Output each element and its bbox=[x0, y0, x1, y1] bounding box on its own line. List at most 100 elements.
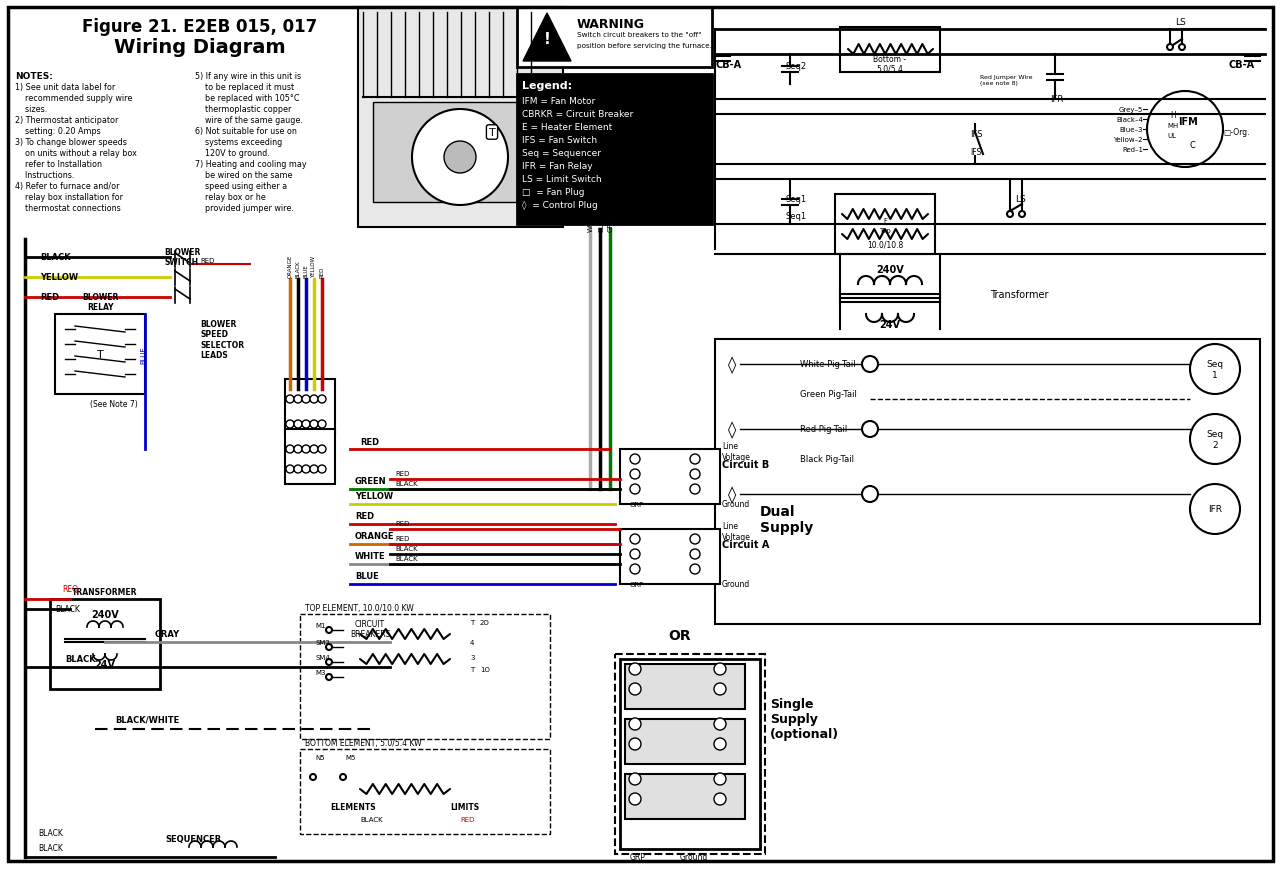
Text: M3: M3 bbox=[315, 669, 325, 675]
Circle shape bbox=[690, 484, 699, 494]
Text: LS = Limit Switch: LS = Limit Switch bbox=[521, 175, 602, 183]
Text: ◊: ◊ bbox=[728, 421, 737, 439]
Text: BLACK: BLACK bbox=[395, 546, 418, 551]
Bar bbox=[518, 8, 712, 68]
Text: BOTTOM ELEMENT, 5.0/5.4 KW: BOTTOM ELEMENT, 5.0/5.4 KW bbox=[305, 738, 421, 747]
Text: ◊  = Control Plug: ◊ = Control Plug bbox=[521, 201, 598, 210]
Text: refer to Installation: refer to Installation bbox=[15, 160, 102, 169]
Circle shape bbox=[714, 718, 726, 730]
Text: CBRKR = Circuit Breaker: CBRKR = Circuit Breaker bbox=[521, 109, 633, 119]
Bar bbox=[284, 380, 336, 434]
Text: recommended supply wire: recommended supply wire bbox=[15, 94, 132, 103]
Text: RED: RED bbox=[355, 512, 374, 521]
Circle shape bbox=[1179, 45, 1185, 51]
Text: IFS = Fan Switch: IFS = Fan Switch bbox=[521, 136, 597, 145]
Text: SM4: SM4 bbox=[315, 654, 329, 660]
Circle shape bbox=[630, 564, 640, 574]
Circle shape bbox=[295, 466, 302, 474]
Text: GREEN: GREEN bbox=[608, 208, 614, 232]
Circle shape bbox=[690, 549, 699, 560]
Circle shape bbox=[325, 644, 332, 650]
Circle shape bbox=[325, 660, 332, 666]
Circle shape bbox=[714, 793, 726, 805]
Circle shape bbox=[714, 683, 726, 695]
Text: Circuit B: Circuit B bbox=[722, 460, 770, 469]
Text: IFS: IFS bbox=[970, 129, 983, 139]
Circle shape bbox=[690, 564, 699, 574]
Text: RED: RED bbox=[319, 266, 324, 278]
Text: Blue–3: Blue–3 bbox=[1120, 127, 1143, 133]
Circle shape bbox=[690, 534, 699, 544]
Text: YELLOW: YELLOW bbox=[355, 492, 393, 501]
Bar bbox=[284, 429, 336, 484]
Text: ORANGE: ORANGE bbox=[355, 531, 395, 541]
Circle shape bbox=[630, 469, 640, 480]
Text: 120V to ground.: 120V to ground. bbox=[195, 149, 270, 158]
Text: 1) See unit data label for: 1) See unit data label for bbox=[15, 83, 115, 92]
Text: setting: 0.20 Amps: setting: 0.20 Amps bbox=[15, 127, 101, 136]
Circle shape bbox=[286, 466, 295, 474]
Text: Green Pig-Tail: Green Pig-Tail bbox=[801, 390, 857, 399]
Circle shape bbox=[310, 774, 316, 780]
Bar bbox=[620, 449, 720, 504]
Text: Figure 21. E2EB 015, 017: Figure 21. E2EB 015, 017 bbox=[82, 18, 318, 36]
Bar bbox=[615, 654, 765, 854]
Text: IFM: IFM bbox=[1179, 116, 1198, 127]
Text: REQ: REQ bbox=[61, 584, 78, 594]
Text: ORANGE: ORANGE bbox=[287, 255, 292, 278]
Text: 1O: 1O bbox=[480, 667, 489, 673]
Bar bbox=[357, 8, 564, 228]
Text: Grey–5: Grey–5 bbox=[1118, 107, 1143, 113]
Text: MH: MH bbox=[1167, 123, 1179, 129]
Circle shape bbox=[302, 421, 310, 428]
Text: be replaced with 105°C: be replaced with 105°C bbox=[195, 94, 300, 103]
Text: BLACK: BLACK bbox=[296, 260, 301, 278]
Text: F: F bbox=[883, 218, 886, 223]
Text: BLACK: BLACK bbox=[360, 816, 383, 822]
Circle shape bbox=[714, 773, 726, 785]
Text: relay box or he: relay box or he bbox=[195, 193, 265, 202]
Circle shape bbox=[690, 469, 699, 480]
Text: □  = Fan Plug: □ = Fan Plug bbox=[521, 188, 584, 196]
Bar bbox=[625, 720, 746, 764]
Circle shape bbox=[629, 718, 640, 730]
Text: Black–4: Black–4 bbox=[1116, 116, 1143, 123]
Text: thermostat connections: thermostat connections bbox=[15, 203, 120, 213]
Text: Circuit A: Circuit A bbox=[722, 540, 770, 549]
Text: IFR: IFR bbox=[1208, 505, 1222, 514]
Bar bbox=[715, 340, 1261, 624]
Text: Top: Top bbox=[879, 228, 890, 234]
Text: H: H bbox=[1170, 111, 1176, 120]
Text: White Pig-Tail: White Pig-Tail bbox=[801, 360, 856, 369]
Text: □-Org.: □-Org. bbox=[1223, 128, 1249, 136]
Text: (See Note 7): (See Note 7) bbox=[90, 400, 138, 408]
Text: C: C bbox=[1190, 141, 1196, 149]
Text: T: T bbox=[470, 620, 474, 626]
Text: Red Pig-Tail: Red Pig-Tail bbox=[801, 425, 847, 434]
Text: M1: M1 bbox=[315, 622, 325, 628]
Text: BLUE: BLUE bbox=[140, 346, 146, 363]
Text: position before servicing the furnace.: position before servicing the furnace. bbox=[576, 43, 712, 49]
Text: IFM = Fan Motor: IFM = Fan Motor bbox=[521, 96, 596, 106]
Text: RED: RED bbox=[200, 258, 214, 263]
Circle shape bbox=[318, 395, 325, 403]
Circle shape bbox=[630, 534, 640, 544]
Circle shape bbox=[286, 395, 295, 403]
Text: Wiring Diagram: Wiring Diagram bbox=[114, 38, 286, 57]
Text: E = Heater Element: E = Heater Element bbox=[521, 123, 612, 132]
Circle shape bbox=[1018, 212, 1025, 218]
Text: Seq
2: Seq 2 bbox=[1207, 430, 1223, 449]
Bar bbox=[300, 749, 550, 834]
Text: ◊: ◊ bbox=[728, 355, 737, 374]
Text: CB-A: CB-A bbox=[715, 60, 742, 70]
Text: M5: M5 bbox=[345, 754, 355, 760]
Text: Black Pig-Tail: Black Pig-Tail bbox=[801, 455, 854, 464]
Circle shape bbox=[318, 466, 325, 474]
Circle shape bbox=[714, 738, 726, 750]
Text: Dual
Supply: Dual Supply bbox=[760, 504, 813, 534]
Circle shape bbox=[339, 774, 346, 780]
Text: BLACK: BLACK bbox=[65, 654, 96, 664]
Text: BLACK: BLACK bbox=[395, 481, 418, 487]
Text: BLACK: BLACK bbox=[395, 555, 418, 561]
Circle shape bbox=[862, 487, 877, 502]
